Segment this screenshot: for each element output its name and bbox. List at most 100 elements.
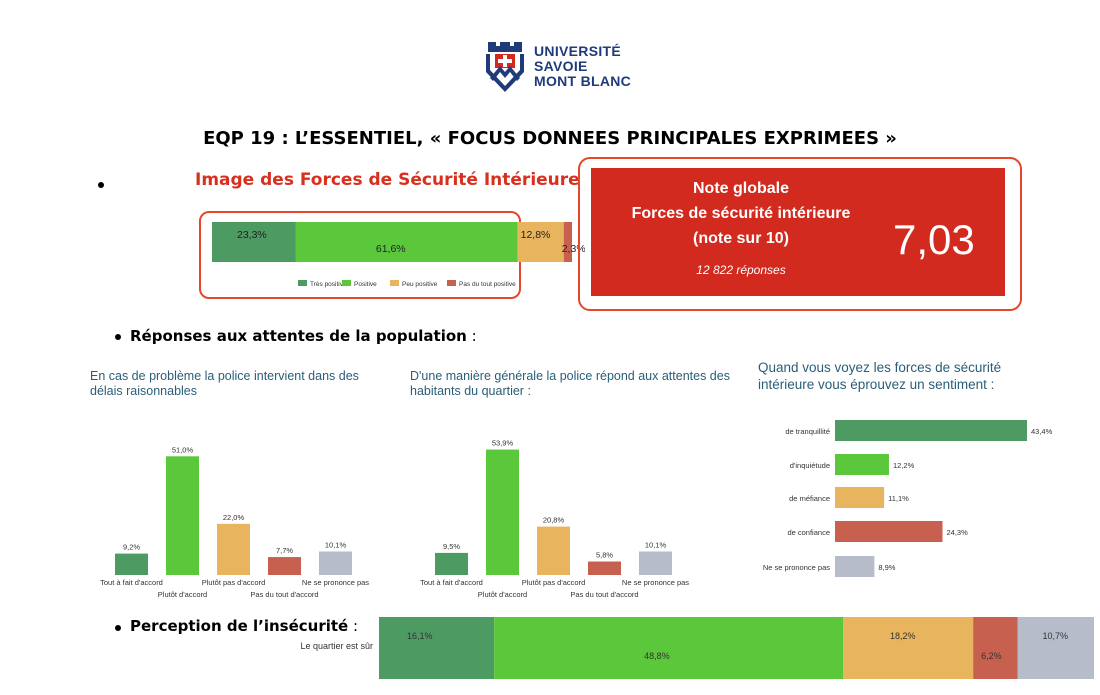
page-title: EQP 19 : L’ESSENTIEL, « FOCUS DONNEES PR…: [203, 128, 897, 149]
fsi-legend-label-3: Pas du tout positive: [459, 281, 516, 288]
q1-value-label-1: 51,0%: [172, 445, 194, 454]
fsi-legend-label-2: Peu positive: [402, 281, 438, 288]
note-title: Note globale: [692, 180, 789, 197]
q2-value-label-3: 5,8%: [596, 551, 613, 560]
q3-category-label-0: de tranquillité: [785, 427, 830, 436]
section-attentes-colon: :: [466, 327, 477, 345]
question-2-bar-chart: 9,5% Tout à fait d'accord 53,9% Plutôt d'ac…: [420, 439, 689, 599]
fsi-value-label-1: 61,6%: [376, 243, 406, 255]
q3-category-label-1: d'inquiétude: [790, 461, 830, 470]
q1-category-label-0: Tout à fait d'accord: [100, 578, 163, 587]
q3-bar-1: [835, 454, 889, 475]
question-1-title: En cas de problème la police intervient …: [90, 369, 359, 398]
q1-bar-2: [217, 523, 250, 575]
fsi-bar-segment-2: [517, 222, 564, 262]
insecurite-value-label-2: 18,2%: [890, 631, 916, 641]
q3-category-label-2: de méfiance: [789, 494, 830, 503]
note-value: 7,03: [893, 216, 975, 263]
insecurite-bar-segment-3: [973, 617, 1018, 679]
note-responses: 12 822 réponses: [696, 263, 786, 277]
q2-bar-3: [588, 561, 621, 575]
q1-bar-0: [115, 553, 148, 575]
q1-bar-3: [268, 557, 301, 575]
question-1-bar-chart: 9,2% Tout à fait d'accord 51,0% Plutôt d'ac…: [100, 445, 369, 599]
insecurite-bar-segment-1: [494, 617, 844, 679]
bullet: [115, 334, 121, 340]
insecurite-value-label-1: 48,8%: [644, 651, 670, 661]
fsi-image-title: Image des Forces de Sécurité Intérieure: [195, 170, 580, 190]
section-insecurite-bold: Perception de l’insécurité: [130, 617, 349, 635]
bullet: [98, 182, 104, 188]
q2-bar-4: [639, 551, 672, 575]
insecurite-bar-segment-4: [1017, 617, 1094, 679]
q1-category-label-4: Ne se prononce pas: [302, 578, 369, 587]
logo-text: UNIVERSITÉ SAVOIE MONT BLANC: [534, 44, 631, 89]
q3-bar-0: [835, 420, 1027, 441]
q2-category-label-3: Pas du tout d'accord: [570, 590, 638, 599]
q3-category-label-4: Ne se prononce pas: [763, 563, 830, 572]
q1-category-label-1: Plutôt d'accord: [158, 590, 207, 599]
q2-bar-2: [537, 526, 570, 575]
q2-category-label-1: Plutôt d'accord: [478, 590, 527, 599]
section-attentes-title: Réponses aux attentes de la population :: [130, 327, 477, 345]
note-highlight-frame: [578, 157, 1022, 311]
logo-line-1: UNIVERSITÉ: [534, 43, 622, 59]
university-logo: UNIVERSITÉ SAVOIE MONT BLANC: [484, 38, 644, 98]
fsi-legend-swatch-1: [342, 280, 351, 286]
q1-category-label-3: Pas du tout d'accord: [250, 590, 318, 599]
section-insecurite-title: Perception de l’insécurité :: [130, 617, 358, 635]
insecurite-value-label-3: 6,2%: [981, 651, 1002, 661]
q3-bar-2: [835, 487, 885, 508]
q3-value-label-2: 11,1%: [888, 494, 909, 503]
note-scale: (note sur 10): [692, 230, 789, 247]
q2-bar-0: [435, 552, 468, 575]
fsi-value-label-0: 23,3%: [237, 229, 267, 241]
fsi-bar-segment-0: [212, 222, 296, 262]
q1-value-label-3: 7,7%: [276, 546, 293, 555]
insecurite-value-label-4: 10,7%: [1042, 631, 1068, 641]
insecurite-value-label-0: 16,1%: [407, 631, 433, 641]
q2-value-label-0: 9,5%: [443, 542, 460, 551]
q1-bar-1: [166, 456, 199, 575]
q2-value-label-1: 53,9%: [492, 439, 514, 448]
q1-value-label-2: 22,0%: [223, 513, 245, 522]
fsi-legend-swatch-3: [447, 280, 456, 286]
question-3-title: Quand vous voyez les forces de sécurité …: [758, 360, 1002, 392]
fsi-bar-segment-3: [563, 222, 572, 262]
q3-value-label-0: 43,4%: [1031, 427, 1053, 436]
fsi-value-label-2: 12,8%: [521, 229, 551, 241]
note-globale-card: Note globale Forces de sécurité intérieu…: [591, 168, 1005, 296]
q3-value-label-3: 24,3%: [947, 528, 969, 537]
q1-bar-4: [319, 551, 352, 575]
insecurite-category-label: Le quartier est sûr: [300, 641, 373, 651]
q2-category-label-2: Plutôt pas d'accord: [522, 578, 586, 587]
question-3-hbar-chart: de tranquillité 43,4% d'inquiétude 12,2% de …: [763, 420, 1053, 577]
university-crest-icon: [486, 42, 524, 92]
fsi-legend-swatch-0: [298, 280, 307, 286]
fsi-legend-label-0: Très positive: [310, 281, 347, 288]
q2-value-label-2: 20,8%: [543, 516, 565, 525]
insecurite-bar-segment-2: [843, 617, 974, 679]
fsi-bar-segment-1: [295, 222, 518, 262]
q3-value-label-4: 8,9%: [878, 563, 895, 572]
q2-category-label-4: Ne se prononce pas: [622, 578, 689, 587]
fsi-stacked-bar-chart: 23,3%61,6%12,8%2,3%Très positive Positive…: [212, 222, 585, 288]
fsi-legend-label-1: Positive: [354, 281, 377, 288]
section-insecurite-colon: :: [348, 617, 359, 635]
q3-value-label-1: 12,2%: [893, 461, 915, 470]
q3-bar-3: [835, 521, 943, 542]
bullet: [115, 625, 121, 631]
section-attentes-bold: Réponses aux attentes de la population: [130, 327, 467, 345]
q1-category-label-2: Plutôt pas d'accord: [202, 578, 266, 587]
question-2-title: D'une manière générale la police répond …: [410, 369, 730, 398]
q2-value-label-4: 10,1%: [645, 540, 667, 549]
q2-category-label-0: Tout à fait d'accord: [420, 578, 483, 587]
q1-value-label-0: 9,2%: [123, 543, 140, 552]
logo-line-3: MONT BLANC: [534, 73, 632, 89]
fsi-legend-swatch-2: [390, 280, 399, 286]
q3-bar-4: [835, 556, 875, 577]
note-subtitle: Forces de sécurité intérieure: [631, 205, 851, 222]
q1-value-label-4: 10,1%: [325, 540, 347, 549]
insecurite-bar-segment-0: [379, 617, 495, 679]
insecurite-stacked-bar-chart: Le quartier est sûr 16,1% 48,8% 18,2% 6,2% 10…: [300, 617, 1094, 679]
